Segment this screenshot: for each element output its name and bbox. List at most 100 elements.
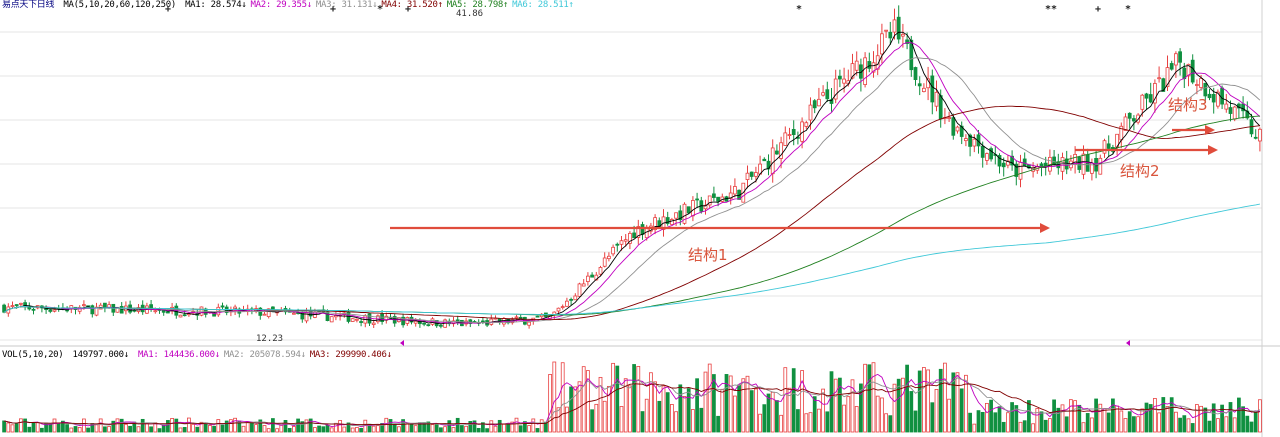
volume-bar xyxy=(812,396,817,433)
candle-up xyxy=(527,321,531,326)
volume-bar xyxy=(489,420,494,433)
volume-bar xyxy=(52,418,57,433)
candle-down xyxy=(1144,93,1149,99)
candle-up xyxy=(1216,91,1220,107)
candle-up xyxy=(623,239,628,242)
event-marker[interactable]: * xyxy=(377,4,384,15)
candle-up xyxy=(833,78,838,100)
vol-ma-value-2: MA2: 205078.594↓ xyxy=(223,350,306,360)
volume-bar xyxy=(1161,397,1166,433)
candle-up xyxy=(1186,63,1191,77)
volume-bar xyxy=(989,399,993,433)
candle-up xyxy=(371,322,376,325)
candle-up xyxy=(1060,157,1065,172)
volume-bar xyxy=(1174,411,1178,433)
volume-bar xyxy=(703,371,708,433)
volume-bar xyxy=(808,412,813,433)
candle-down xyxy=(812,100,817,109)
candle-up xyxy=(329,316,334,323)
volume-bar xyxy=(317,425,321,433)
candle-down xyxy=(980,145,985,158)
volume-bar xyxy=(733,395,737,433)
volume-bar xyxy=(548,374,552,433)
volume-bar xyxy=(598,376,603,433)
volume-bar xyxy=(754,388,758,433)
candle-down xyxy=(896,16,901,40)
candle-up xyxy=(783,132,788,146)
volume-bar xyxy=(460,425,464,433)
volume-bar xyxy=(48,423,53,433)
event-marker[interactable]: + xyxy=(1095,4,1102,15)
volume-bar xyxy=(1043,419,1048,433)
event-marker[interactable]: + xyxy=(165,4,172,15)
volume-bar xyxy=(972,423,977,433)
candle-up xyxy=(1232,106,1237,120)
volume-bar xyxy=(1069,399,1073,433)
volume-bar xyxy=(1102,408,1107,433)
candle-down xyxy=(401,316,405,326)
volume-bar xyxy=(107,426,111,433)
volume-bar xyxy=(6,422,11,433)
candle-down xyxy=(1253,136,1258,139)
volume-bar xyxy=(896,378,901,433)
ma-line-10 xyxy=(3,42,1261,324)
candle-down xyxy=(1014,163,1019,177)
volume-bar xyxy=(23,418,27,433)
candle-up xyxy=(955,126,960,132)
volume-bar xyxy=(560,362,565,433)
volume-bar xyxy=(674,411,678,433)
candle-up xyxy=(1102,140,1107,154)
volume-bar xyxy=(1199,405,1203,433)
volume-bar xyxy=(430,424,435,433)
volume-bar xyxy=(73,426,78,433)
candle-up xyxy=(292,312,296,315)
volume-bar xyxy=(1056,407,1061,433)
candle-up xyxy=(581,283,586,287)
volume-bar xyxy=(1203,407,1208,433)
structure-3-label: 结构3 xyxy=(1168,96,1208,114)
candle-down xyxy=(686,206,691,214)
volume-bar xyxy=(1169,397,1174,433)
candle-up xyxy=(821,92,825,96)
candle-down xyxy=(1148,94,1153,103)
event-marker[interactable]: * xyxy=(1125,4,1132,15)
event-marker[interactable]: + xyxy=(330,4,337,15)
volume-bar xyxy=(510,421,515,433)
volume-bar xyxy=(569,386,573,433)
volume-bar xyxy=(1237,397,1241,433)
candle-down xyxy=(867,61,872,69)
volume-bar xyxy=(182,427,187,433)
volume-bar xyxy=(140,418,145,433)
volume-bar xyxy=(342,426,347,433)
volume-bar xyxy=(502,423,506,433)
volume-bar xyxy=(94,424,99,433)
vol-ma-value-3: MA3: 299990.406↓ xyxy=(309,350,392,360)
volume-bar xyxy=(779,414,783,433)
candle-up xyxy=(804,122,809,127)
volume-bar xyxy=(388,419,393,433)
candle-up xyxy=(262,313,267,316)
volume-bar xyxy=(644,398,649,433)
candle-up xyxy=(892,19,897,33)
volume-bar xyxy=(493,425,498,433)
volume-bar xyxy=(859,383,863,433)
volume-bar xyxy=(506,423,510,433)
candle-up xyxy=(636,226,641,238)
volume-bar xyxy=(1144,402,1149,433)
volume-bar xyxy=(1119,410,1124,433)
volume-bar xyxy=(434,424,439,433)
ma-value-3: MA3: 31.131↓ xyxy=(315,0,378,10)
event-marker[interactable]: * xyxy=(796,4,803,15)
candle-up xyxy=(514,316,519,319)
event-marker[interactable]: + xyxy=(405,4,412,15)
volume-bar xyxy=(556,407,561,433)
event-marker[interactable]: ** xyxy=(1045,4,1058,15)
candle-down xyxy=(917,83,922,87)
candle-up xyxy=(787,134,792,136)
volume-bar xyxy=(1245,415,1250,433)
volume-bar xyxy=(203,422,208,433)
volume-bar xyxy=(397,426,401,433)
candle-down xyxy=(14,304,19,306)
candle-down xyxy=(590,274,594,278)
